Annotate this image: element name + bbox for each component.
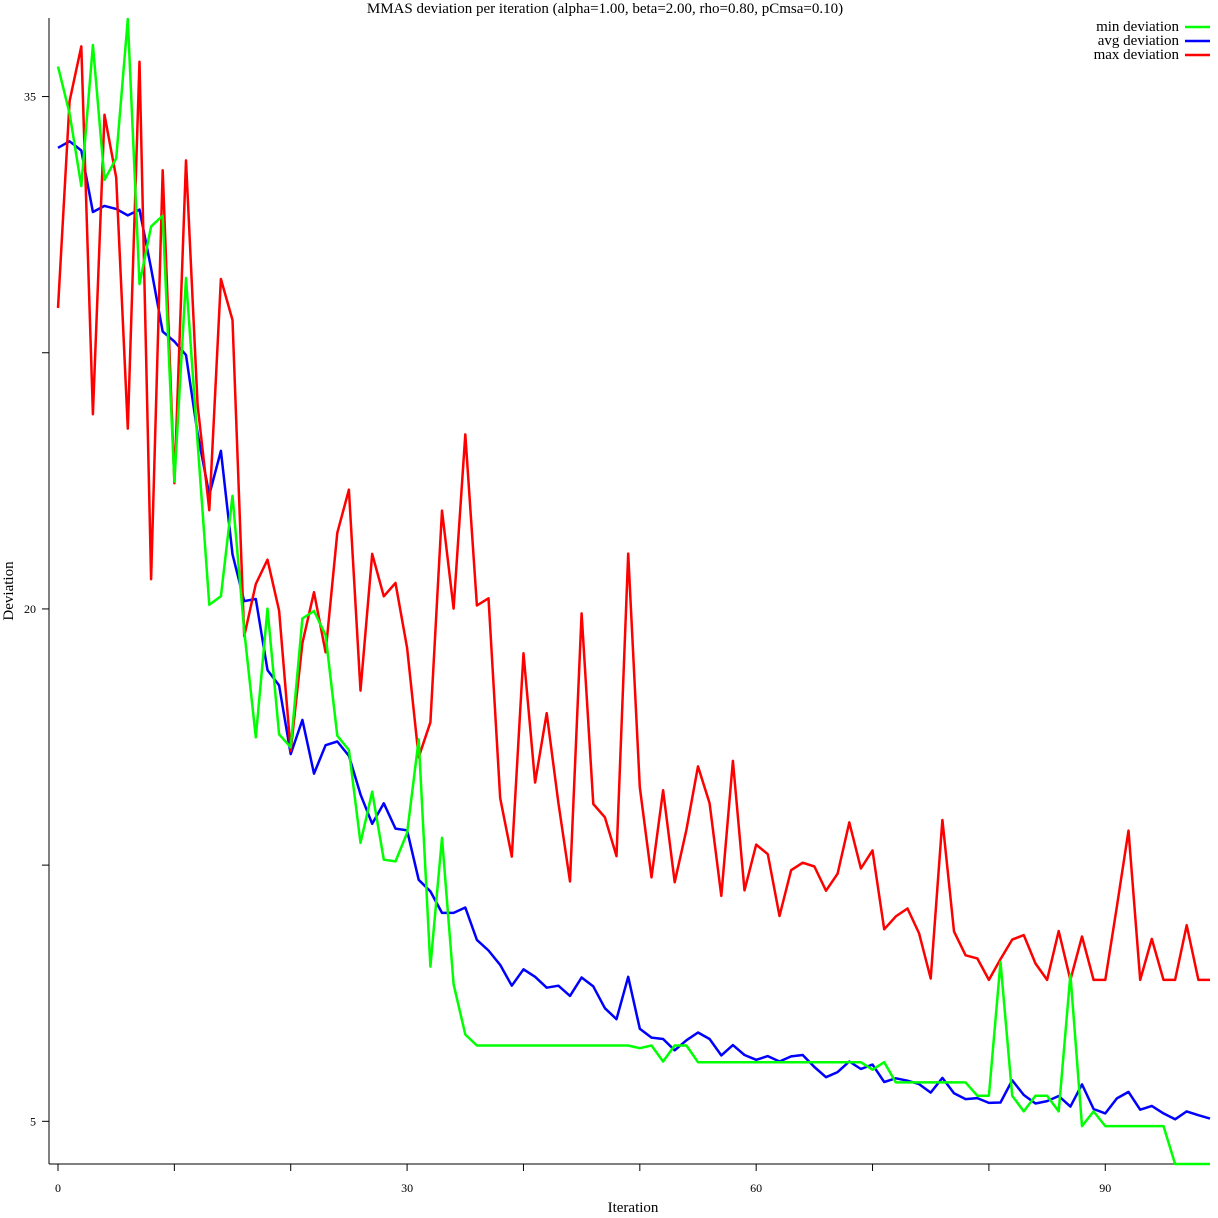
x-axis-label: Iteration xyxy=(608,1200,659,1216)
series-line-min xyxy=(56,17,1210,1166)
legend-label-avg: avg deviation xyxy=(1098,33,1180,49)
axes xyxy=(48,18,1210,1165)
y-tick-label: 5 xyxy=(30,1114,36,1128)
y-tick-label: 35 xyxy=(24,90,36,104)
y-tick-label: 20 xyxy=(24,602,36,616)
series-group xyxy=(56,17,1211,1166)
legend-entry-max: max deviation xyxy=(1094,47,1210,63)
series-line-avg xyxy=(57,140,1211,1121)
x-tick-label: 60 xyxy=(750,1181,762,1195)
legend-label-max: max deviation xyxy=(1094,47,1180,63)
y-ticks: 5 20 35 xyxy=(24,90,49,1128)
x-tick-label: 0 xyxy=(55,1181,61,1195)
legend-entry-avg: avg deviation xyxy=(1098,33,1210,49)
y-axis-label: Deviation xyxy=(1,561,17,621)
x-ticks: 0 30 60 90 xyxy=(55,1164,1111,1195)
legend-label-min: min deviation xyxy=(1096,19,1179,35)
x-tick-label: 90 xyxy=(1099,1181,1111,1195)
x-tick-label: 30 xyxy=(401,1181,413,1195)
legend: min deviation avg deviation max deviatio… xyxy=(1094,19,1210,63)
series-line-max xyxy=(56,45,1210,982)
legend-entry-min: min deviation xyxy=(1096,19,1210,35)
chart-title: MMAS deviation per iteration (alpha=1.00… xyxy=(367,1,843,17)
